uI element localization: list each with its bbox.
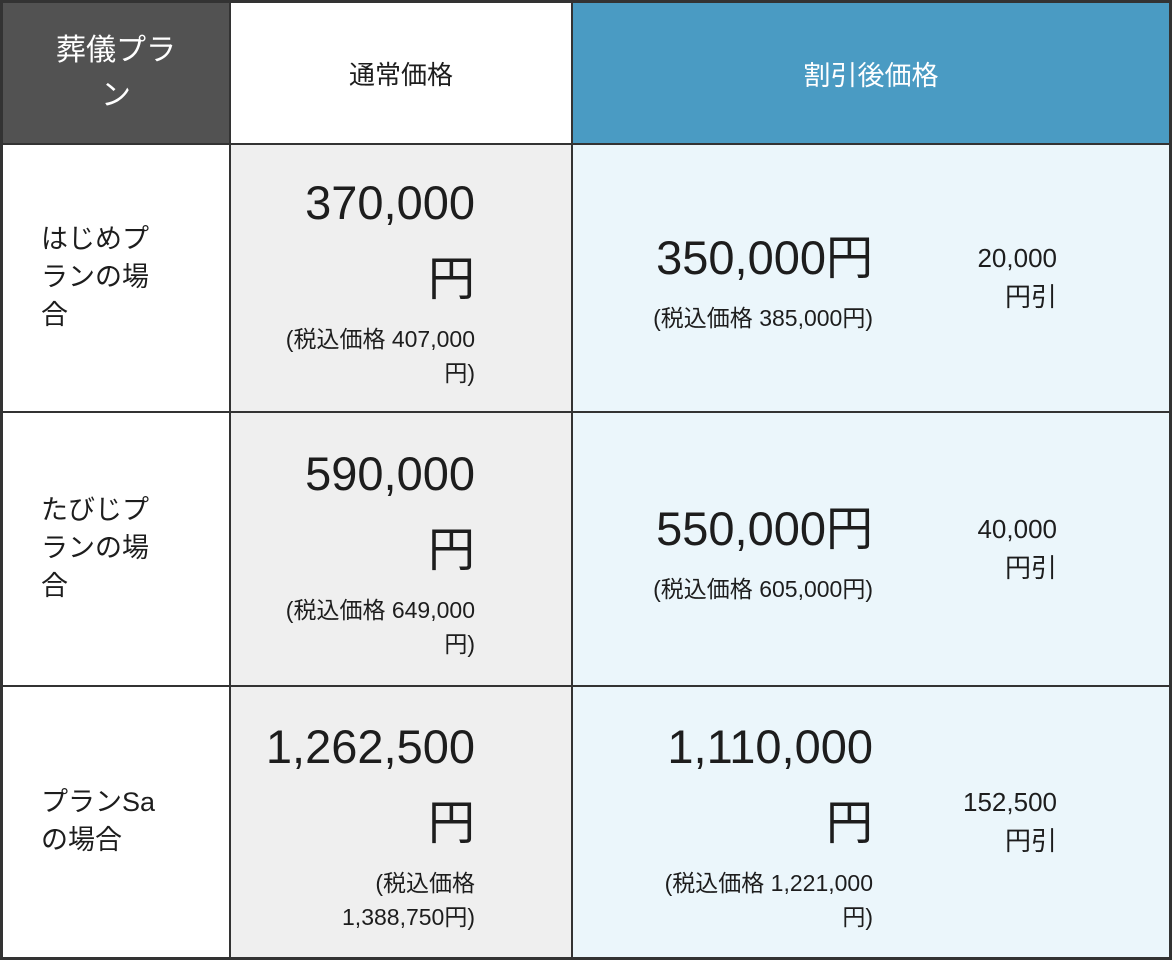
normal-price-amount: 590,000 円: [305, 447, 475, 576]
header-plan-label: 葬儀プラン: [56, 34, 176, 112]
normal-price-tax-note: (税込価格 407,000 円): [285, 325, 475, 387]
row-hajime-normal-price-cell: 370,000 円 (税込価格 407,000 円): [231, 145, 571, 411]
discounted-price-tax-note: (税込価格 605,000円): [653, 576, 873, 603]
discounted-price-block: 350,000円 (税込価格 385,000円): [635, 220, 873, 336]
discounted-price-tax-note: (税込価格 1,221,000 円): [664, 869, 873, 931]
normal-price-tax-note: (税込価格 1,388,750円): [342, 869, 475, 931]
header-discounted-price-label: 割引後価格: [803, 60, 939, 91]
discounted-price-block: 550,000円 (税込価格 605,000円): [635, 491, 873, 607]
discount-amount: 152,500 円引: [963, 787, 1057, 856]
discount-amount: 20,000 円引: [977, 243, 1057, 312]
row-hajime-discounted-price-cell: 350,000円 (税込価格 385,000円) 20,000 円引: [573, 145, 1169, 411]
header-discounted-price-column: 割引後価格: [573, 3, 1169, 143]
header-plan-column: 葬儀プラン: [3, 3, 229, 143]
discounted-price-tax-note: (税込価格 385,000円): [653, 305, 873, 332]
normal-price-tax-note: (税込価格 649,000 円): [285, 596, 475, 658]
plan-name: はじめプランの場合: [41, 224, 149, 330]
discount-amount: 40,000 円引: [977, 514, 1057, 583]
plan-name: たびじプランの場合: [41, 495, 149, 601]
discounted-price-amount: 550,000円: [656, 502, 873, 556]
row-hajime-plan-name-cell: はじめプランの場合: [3, 145, 229, 411]
row-plan-sa-normal-price-cell: 1,262,500 円 (税込価格 1,388,750円): [231, 687, 571, 957]
row-tabiji-plan-name-cell: たびじプランの場合: [3, 413, 229, 685]
discounted-price-amount: 350,000円: [656, 231, 873, 285]
normal-price-amount: 1,262,500 円: [265, 720, 475, 849]
header-normal-price-label: 通常価格: [348, 59, 453, 90]
row-plan-sa-plan-name-cell: プランSaの場合: [3, 687, 229, 957]
row-tabiji-normal-price-cell: 590,000 円 (税込価格 649,000 円): [231, 413, 571, 685]
discounted-price-amount: 1,110,000 円: [667, 720, 873, 849]
discounted-price-block: 1,110,000 円 (税込価格 1,221,000 円): [635, 709, 873, 934]
plan-name: プランSaの場合: [41, 787, 156, 855]
row-plan-sa-discounted-price-cell: 1,110,000 円 (税込価格 1,221,000 円) 152,500 円…: [573, 687, 1169, 957]
header-normal-price-column: 通常価格: [231, 3, 571, 143]
row-tabiji-discounted-price-cell: 550,000円 (税込価格 605,000円) 40,000 円引: [573, 413, 1169, 685]
normal-price-amount: 370,000 円: [305, 176, 475, 305]
